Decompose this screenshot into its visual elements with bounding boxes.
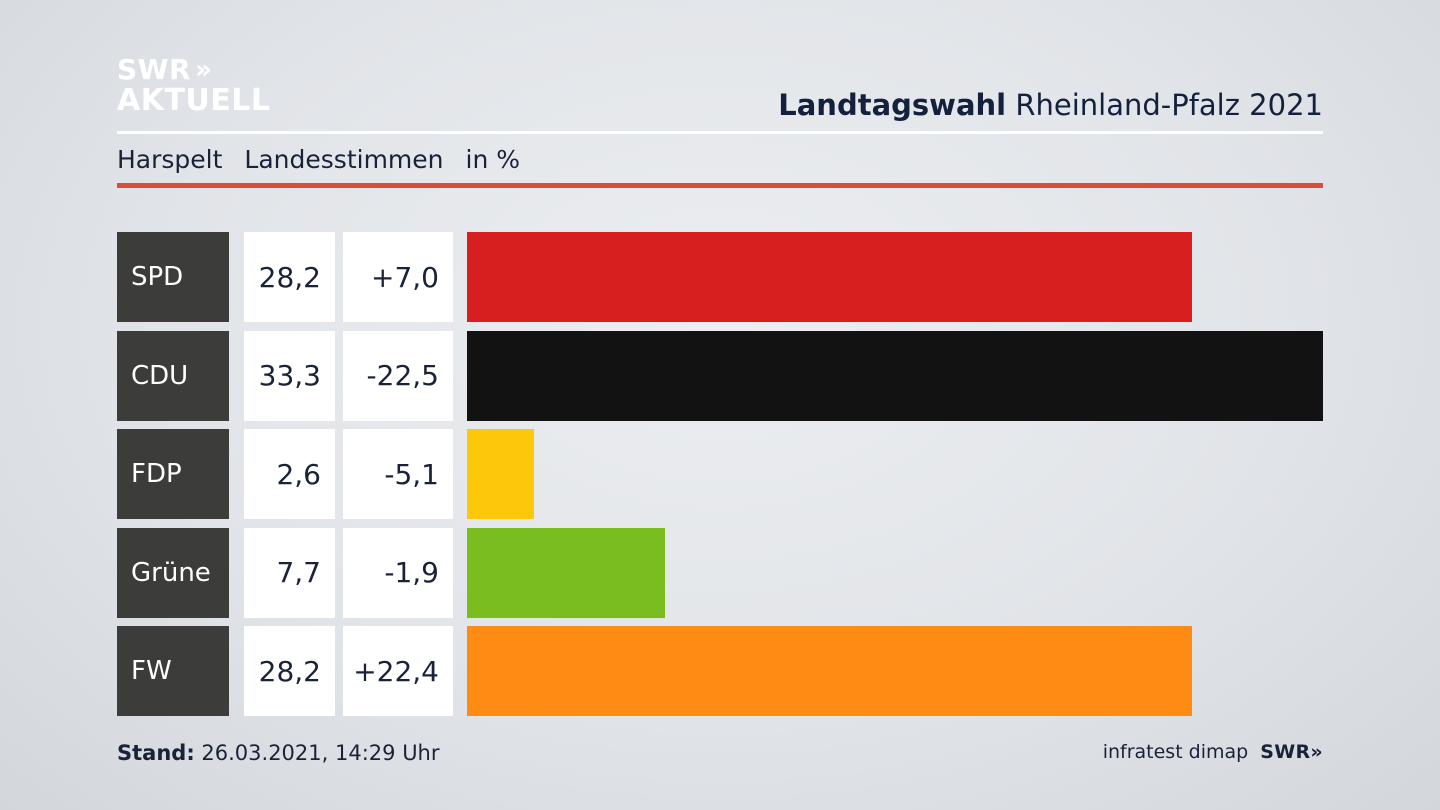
bar-track xyxy=(467,527,1323,618)
stand-label: Stand: xyxy=(117,741,195,765)
bar-spd xyxy=(467,232,1192,322)
footer-stand: Stand: 26.03.2021, 14:29 Uhr xyxy=(117,741,440,765)
logo-aktuell-text: AKTUELL xyxy=(117,83,271,118)
footer-swr-logo: SWR» xyxy=(1260,741,1323,763)
bar-cdu xyxy=(467,330,1323,421)
source-text: infratest dimap xyxy=(1102,741,1249,763)
vote-share-value: 2,6 xyxy=(244,429,335,519)
bar-track xyxy=(467,232,1323,322)
subhead-metric: Landesstimmen xyxy=(244,145,444,174)
vote-share-value: 7,7 xyxy=(244,527,335,618)
result-row: Grüne 7,7 -1,9 xyxy=(117,527,1323,618)
bar-fw xyxy=(467,626,1192,716)
subhead-unit: in % xyxy=(465,145,521,174)
vote-share-value: 28,2 xyxy=(244,232,335,322)
title-bold: Landtagswahl xyxy=(778,88,1007,122)
logo-swr-text: SWR xyxy=(117,53,192,86)
vote-change-value: -22,5 xyxy=(343,330,453,421)
result-row: CDU 33,3 -22,5 xyxy=(117,330,1323,421)
bar-track xyxy=(467,626,1323,716)
result-row: SPD 28,2 +7,0 xyxy=(117,232,1323,322)
subhead-place: Harspelt xyxy=(117,145,223,174)
vote-change-value: -5,1 xyxy=(343,429,453,519)
bar-track xyxy=(467,429,1323,519)
party-label: SPD xyxy=(117,232,229,322)
vote-change-value: -1,9 xyxy=(343,527,453,618)
bar-fdp xyxy=(467,429,534,519)
party-label: CDU xyxy=(117,330,229,421)
vote-change-value: +7,0 xyxy=(343,232,453,322)
header-divider xyxy=(117,131,1323,134)
vote-share-value: 28,2 xyxy=(244,626,335,716)
page-title: Landtagswahl Rheinland-Pfalz 2021 xyxy=(778,88,1323,122)
swr-aktuell-logo: SWR» AKTUELL xyxy=(117,56,271,116)
party-label: Grüne xyxy=(117,527,229,618)
stand-value: 26.03.2021, 14:29 Uhr xyxy=(201,741,440,765)
bar-track xyxy=(467,330,1323,421)
vote-share-value: 33,3 xyxy=(244,330,335,421)
subheader-divider xyxy=(117,183,1323,188)
result-row: FW 28,2 +22,4 xyxy=(117,626,1323,716)
party-label: FW xyxy=(117,626,229,716)
bar-gr-ne xyxy=(467,527,665,618)
footer-chevron-icon: » xyxy=(1310,741,1323,763)
vote-change-value: +22,4 xyxy=(343,626,453,716)
footer-source: infratest dimap SWR» xyxy=(1103,741,1323,763)
subheader: Harspelt Landesstimmen in % xyxy=(117,145,520,174)
party-label: FDP xyxy=(117,429,229,519)
title-rest: Rheinland-Pfalz 2021 xyxy=(1015,88,1323,122)
footer-swr-text: SWR xyxy=(1260,741,1311,763)
logo-chevron-icon: » xyxy=(195,55,212,85)
result-row: FDP 2,6 -5,1 xyxy=(117,429,1323,519)
